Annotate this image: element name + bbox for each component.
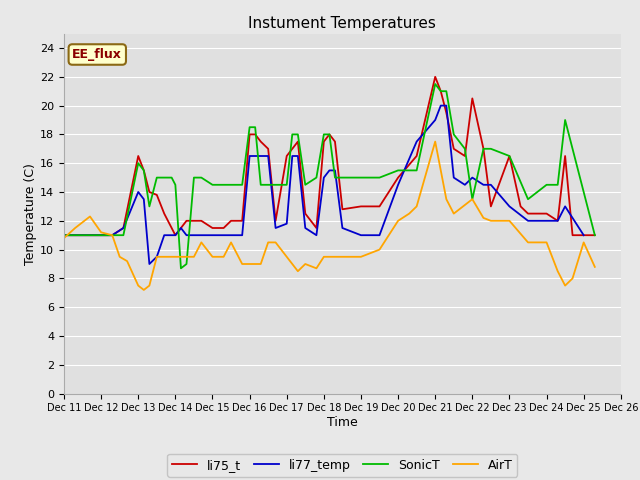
li77_temp — [283, 221, 291, 227]
li75_t — [580, 232, 588, 238]
SonicT — [177, 265, 185, 271]
li77_temp — [301, 225, 309, 231]
Y-axis label: Temperature (C): Temperature (C) — [24, 163, 37, 264]
SonicT — [326, 132, 333, 137]
li77_temp — [145, 261, 153, 267]
li75_t — [60, 232, 68, 238]
li75_t — [246, 132, 253, 137]
AirT — [591, 264, 598, 270]
SonicT — [198, 175, 205, 180]
AirT — [580, 240, 588, 245]
AirT — [442, 196, 450, 202]
Line: SonicT: SonicT — [64, 84, 595, 268]
li75_t — [182, 218, 190, 224]
li75_t — [140, 168, 148, 173]
li75_t — [591, 232, 598, 238]
li77_temp — [580, 232, 588, 238]
li77_temp — [238, 232, 246, 238]
li75_t — [543, 211, 550, 216]
AirT — [172, 254, 179, 260]
SonicT — [357, 175, 365, 180]
Text: EE_flux: EE_flux — [72, 48, 122, 61]
li77_temp — [331, 168, 339, 173]
SonicT — [60, 232, 68, 238]
AirT — [209, 254, 216, 260]
li77_temp — [60, 232, 68, 238]
AirT — [394, 218, 402, 224]
SonicT — [331, 175, 339, 180]
li77_temp — [437, 103, 445, 108]
li77_temp — [120, 225, 127, 231]
li77_temp — [357, 232, 365, 238]
Line: AirT: AirT — [64, 142, 595, 290]
SonicT — [591, 232, 598, 238]
Title: Instument Temperatures: Instument Temperatures — [248, 16, 436, 31]
Line: li77_temp: li77_temp — [64, 106, 584, 264]
SonicT — [461, 146, 468, 152]
SonicT — [431, 81, 439, 87]
Legend: li75_t, li77_temp, SonicT, AirT: li75_t, li77_temp, SonicT, AirT — [167, 454, 518, 477]
li75_t — [168, 225, 175, 231]
AirT — [220, 254, 227, 260]
X-axis label: Time: Time — [327, 416, 358, 429]
AirT — [431, 139, 439, 144]
SonicT — [376, 175, 383, 180]
Line: li75_t: li75_t — [64, 77, 595, 235]
AirT — [140, 287, 148, 293]
li75_t — [431, 74, 439, 80]
AirT — [60, 235, 68, 241]
